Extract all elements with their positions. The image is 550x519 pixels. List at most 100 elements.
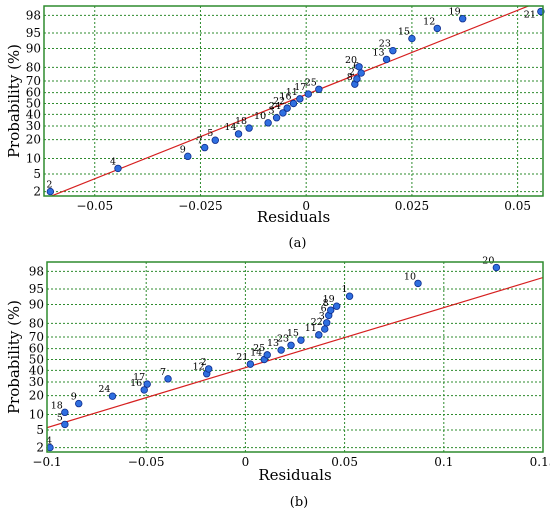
y-tick-label: 95	[29, 282, 44, 296]
y-tick-label: 98	[26, 8, 41, 22]
y-axis-label: Probability (%)	[5, 44, 23, 158]
y-tick-label: 10	[26, 151, 41, 165]
y-tick-label: 40	[29, 363, 44, 377]
x-tick-label: 0.1	[434, 455, 453, 469]
point-label: 21	[524, 10, 536, 21]
point-label: 16	[279, 91, 291, 102]
data-point	[283, 104, 291, 112]
data-point	[264, 119, 272, 127]
chart-b: −0.1−0.0500.050.10.152510203040506070809…	[5, 256, 550, 510]
data-point	[46, 187, 55, 196]
point-label: 14	[224, 122, 236, 133]
x-tick-label: −0.05	[76, 199, 113, 213]
plot-frame	[43, 5, 544, 197]
data-point	[433, 24, 441, 33]
panel-caption: (a)	[289, 236, 307, 251]
data-point	[184, 152, 192, 161]
y-tick-label: 95	[26, 26, 41, 40]
x-tick-label: −0.05	[128, 455, 165, 469]
point-label: 1	[342, 284, 348, 295]
data-point	[200, 143, 209, 152]
data-point	[414, 279, 422, 288]
point-label: 25	[253, 343, 265, 354]
fit-line	[47, 276, 543, 429]
point-label: 15	[287, 328, 299, 339]
x-tick-label: −0.1	[32, 455, 61, 469]
point-label: 4	[110, 156, 116, 167]
data-point	[211, 136, 219, 144]
point-label: 3	[319, 311, 325, 322]
point-label: 9	[180, 144, 186, 155]
point-label: 7	[197, 136, 203, 147]
point-label: 5	[57, 412, 63, 423]
data-point	[296, 95, 304, 103]
data-point	[245, 124, 253, 132]
y-tick-label: 30	[26, 119, 41, 133]
y-tick-label: 30	[29, 375, 44, 389]
y-tick-label: 50	[29, 352, 44, 366]
y-tick-label: 20	[26, 133, 41, 147]
point-label: 12	[193, 362, 205, 373]
x-tick-label: 0.025	[395, 199, 429, 213]
y-tick-label: 90	[26, 42, 41, 56]
point-label: 20	[482, 256, 494, 267]
data-point	[345, 292, 354, 300]
point-label: 19	[449, 7, 461, 18]
point-label: 12	[423, 16, 435, 27]
point-label: 22	[273, 96, 285, 107]
data-point	[263, 351, 271, 359]
point-label: 17	[294, 82, 306, 93]
grid	[47, 262, 543, 452]
point-label: 23	[379, 39, 391, 50]
point-label: 13	[267, 338, 279, 349]
point-label: 8	[347, 72, 353, 83]
x-tick-label: 0.15	[530, 455, 550, 469]
point-label: 24	[98, 384, 110, 395]
x-tick-label: 0	[302, 199, 310, 213]
fit-line	[49, 6, 531, 196]
point-label: 4	[46, 436, 52, 447]
y-tick-label: 5	[36, 423, 44, 437]
y-tick-label: 98	[29, 264, 44, 278]
point-label: 3	[269, 106, 275, 117]
data-point	[75, 399, 83, 408]
data-point	[108, 392, 117, 400]
point-label: 19	[323, 294, 335, 305]
y-tick-label: 5	[33, 167, 41, 181]
point-label: 18	[235, 116, 247, 127]
y-tick-label: 60	[26, 86, 41, 100]
point-label: 7	[160, 367, 166, 378]
y-tick-label: 2	[33, 185, 41, 199]
point-label: 8	[323, 298, 329, 309]
data-point	[492, 263, 501, 272]
x-axis-label: Residuals	[257, 208, 330, 226]
point-label: 15	[398, 27, 410, 38]
y-tick-label: 2	[36, 441, 44, 455]
data-point	[277, 346, 285, 354]
data-point	[114, 164, 122, 173]
point-label: 16	[130, 378, 142, 389]
points: 2497514181032422161117258262013231512192…	[46, 7, 545, 196]
plot-frame	[46, 261, 544, 453]
point-label: 2	[349, 67, 355, 78]
data-point	[204, 365, 213, 373]
data-point	[289, 99, 298, 108]
y-tick-label: 80	[26, 60, 41, 74]
x-tick-label: 0.05	[504, 199, 531, 213]
y-tick-label: 90	[29, 298, 44, 312]
point-label: 14	[250, 347, 262, 358]
point-label: 5	[207, 128, 213, 139]
data-point	[61, 408, 69, 417]
point-label: 25	[305, 77, 317, 88]
data-point	[327, 306, 335, 314]
data-point	[279, 109, 287, 117]
data-point	[332, 302, 341, 310]
y-tick-label: 80	[29, 316, 44, 330]
point-label: 10	[254, 111, 266, 122]
x-tick-label: 0.05	[331, 455, 358, 469]
data-point	[458, 14, 467, 23]
point-label: 2	[201, 357, 207, 368]
point-label: 18	[51, 400, 63, 411]
y-tick-label: 20	[29, 389, 44, 403]
point-label: 23	[277, 333, 289, 344]
